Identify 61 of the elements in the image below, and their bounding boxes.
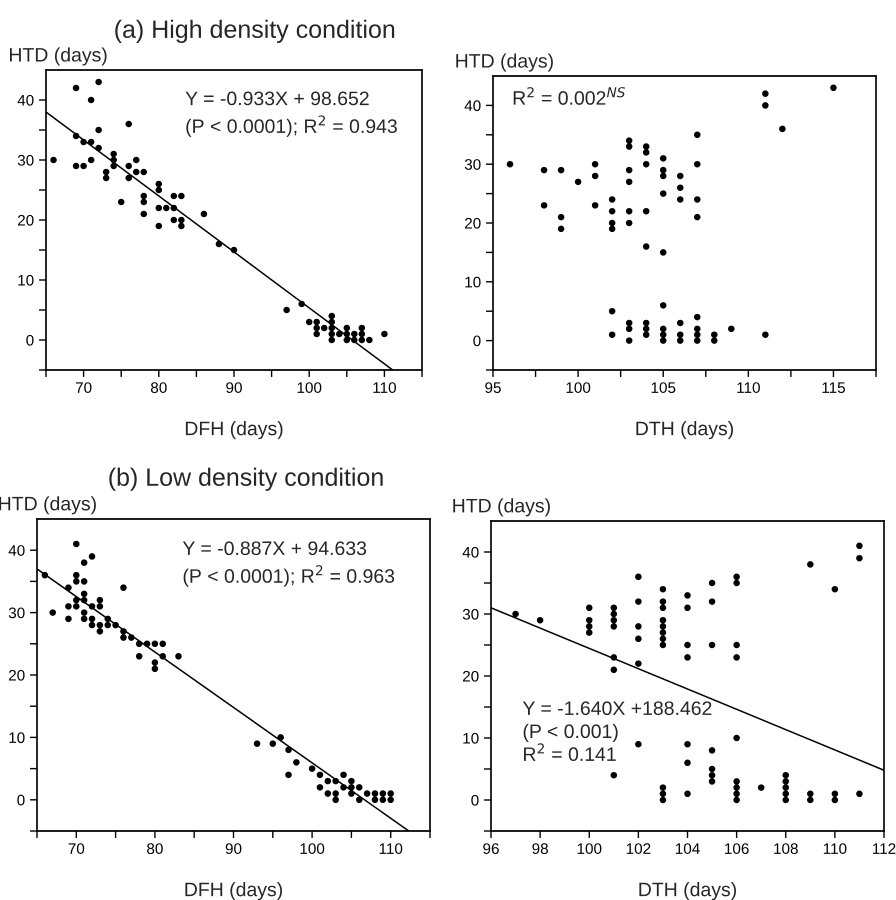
y-tick-label: 40 xyxy=(462,546,479,558)
x-tick-label: 104 xyxy=(676,843,700,854)
x-axis-title: DTH (days) xyxy=(636,421,733,440)
y-tick-label: 0 xyxy=(473,335,481,346)
x-tick-label: 110 xyxy=(380,843,402,854)
x-tick-label: 70 xyxy=(76,382,92,394)
annotation: Y = -0.933X + 98.652 xyxy=(186,92,369,106)
x-tick-label: 90 xyxy=(226,843,242,854)
x-tick-label: 108 xyxy=(774,843,798,854)
y-tick-label: 10 xyxy=(463,732,479,744)
y-tick-label: 0 xyxy=(17,794,25,806)
y-tick-label: 20 xyxy=(462,670,479,682)
annotation: Y = -1.640X +188.462 xyxy=(522,701,712,716)
y-tick-label: 30 xyxy=(464,159,481,170)
y-axis-title: HTD (days) xyxy=(10,47,107,66)
x-tick-label: 96 xyxy=(483,843,499,854)
x-tick-label: 100 xyxy=(298,382,322,394)
x-tick-label: 98 xyxy=(532,843,548,854)
y-tick-label: 40 xyxy=(8,545,25,556)
x-tick-label: 115 xyxy=(822,382,845,394)
y-tick-label: 40 xyxy=(18,94,34,106)
y-tick-label: 10 xyxy=(9,732,25,744)
annotation: (P < 0.001) xyxy=(524,724,618,742)
x-axis-title: DFH (days) xyxy=(185,882,282,900)
y-tick-label: 0 xyxy=(26,334,34,346)
y-tick-label: 10 xyxy=(18,274,34,286)
x-axis-title: DTH (days) xyxy=(639,882,736,900)
chart-title: (b) Low density condition xyxy=(109,468,383,491)
x-tick-label: 80 xyxy=(150,382,167,394)
x-tick-label: 100 xyxy=(300,843,324,854)
x-tick-label: 100 xyxy=(566,382,590,394)
y-axis-title: HTD (days) xyxy=(456,53,553,72)
x-tick-label: 110 xyxy=(824,843,846,854)
x-tick-label: 110 xyxy=(373,382,396,394)
annotation: R$^{2}$ = 0.002$^{NS}$ xyxy=(514,87,625,105)
y-tick-label: 0 xyxy=(471,794,479,806)
y-tick-label: 30 xyxy=(8,607,25,618)
y-axis-title: HTD (days) xyxy=(453,498,550,516)
chart-title: (a) High density condition xyxy=(115,20,394,43)
x-tick-label: 100 xyxy=(578,843,602,854)
x-tick-label: 112 xyxy=(872,843,896,854)
x-tick-label: 70 xyxy=(68,843,84,854)
x-tick-label: 105 xyxy=(652,382,676,394)
y-tick-label: 40 xyxy=(464,100,481,112)
x-axis-title: DFH (days) xyxy=(186,421,282,440)
y-tick-label: 30 xyxy=(18,154,34,166)
annotation: R$^{2}$ = 0.141 xyxy=(524,743,616,762)
x-tick-label: 102 xyxy=(626,843,650,854)
y-tick-label: 30 xyxy=(462,608,479,620)
annotation: (P < 0.0001); R$^{2}$ = 0.963 xyxy=(184,565,394,587)
annotation: (P < 0.0001); R$^{2}$ = 0.943 xyxy=(186,115,397,137)
y-tick-label: 20 xyxy=(8,670,25,681)
x-tick-label: 110 xyxy=(737,382,760,394)
x-tick-label: 90 xyxy=(226,382,242,394)
x-tick-label: 80 xyxy=(147,843,163,854)
x-tick-label: 95 xyxy=(485,382,501,394)
annotation: Y = -0.887X + 94.633 xyxy=(182,541,366,556)
y-tick-label: 20 xyxy=(18,214,34,226)
y-tick-label: 20 xyxy=(464,218,481,229)
y-tick-label: 10 xyxy=(465,276,481,288)
x-tick-label: 106 xyxy=(725,843,749,854)
